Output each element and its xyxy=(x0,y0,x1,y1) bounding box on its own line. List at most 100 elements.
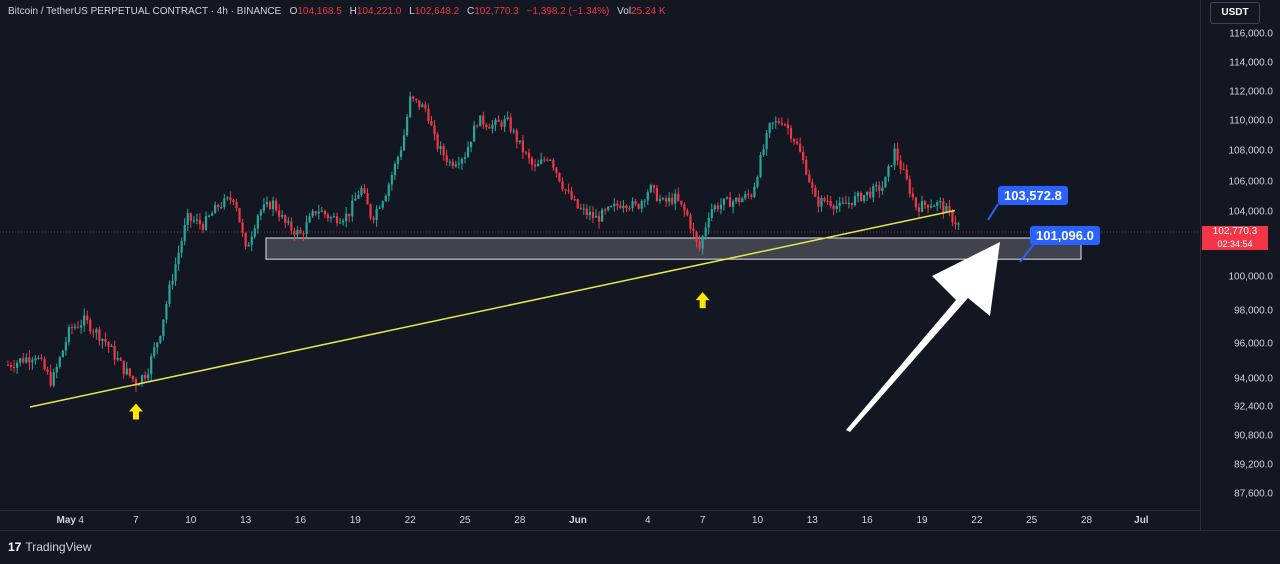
candle-body xyxy=(875,185,878,187)
time-tick-label: 13 xyxy=(240,515,252,526)
symbol-name[interactable]: Bitcoin / TetherUS PERPETUAL CONTRACT · … xyxy=(8,6,282,17)
tradingview-logo[interactable]: 17 TradingView xyxy=(8,540,91,554)
candle-body xyxy=(399,150,403,157)
candle-body xyxy=(287,221,290,223)
candle-body xyxy=(159,336,162,343)
candle-body xyxy=(433,125,436,135)
candle-body xyxy=(299,229,302,234)
candle-body xyxy=(695,231,698,242)
candle-body xyxy=(463,157,467,159)
candle-body xyxy=(771,122,774,124)
candle-body xyxy=(692,228,695,232)
candle-body xyxy=(162,319,165,337)
candlestick-chart[interactable] xyxy=(0,0,1200,530)
candle-body xyxy=(104,338,107,343)
candle-body xyxy=(259,210,262,216)
candle-body xyxy=(869,191,872,198)
candle-body xyxy=(585,208,588,215)
candle-body xyxy=(326,214,329,219)
candle-body xyxy=(247,244,250,247)
candle-body xyxy=(9,365,13,367)
candle-body xyxy=(396,156,400,164)
candle-body xyxy=(674,193,677,204)
currency-selector[interactable]: USDT xyxy=(1210,2,1260,24)
candle-body xyxy=(786,124,790,129)
candle-body xyxy=(460,158,464,164)
candle-body xyxy=(284,215,287,223)
candle-body xyxy=(466,147,470,158)
callout-lower-pointer xyxy=(1019,243,1035,263)
candle-body xyxy=(348,213,351,217)
candle-body xyxy=(390,175,393,185)
candle-body xyxy=(201,224,205,230)
candle-body xyxy=(12,366,16,368)
candle-body xyxy=(799,143,802,152)
candle-body xyxy=(494,119,497,125)
candle-body xyxy=(186,213,189,225)
candle-body xyxy=(43,358,46,370)
candle-body xyxy=(125,368,128,375)
candle-body xyxy=(762,149,765,155)
candle-body xyxy=(728,197,732,207)
candle-body xyxy=(156,342,159,348)
time-tick-label: 19 xyxy=(916,515,928,526)
candle-body xyxy=(808,174,811,183)
time-axis[interactable]: May 4 7 10 13 16 19 22 25 28 Jun 4 7 10 13 16 19 22 25 28 Ju… xyxy=(0,510,1200,531)
candle-body xyxy=(515,130,518,143)
candle-body xyxy=(360,188,363,195)
candle-body xyxy=(643,200,646,202)
candle-body xyxy=(613,203,616,207)
candle-body xyxy=(881,187,884,191)
candle-body xyxy=(558,172,561,182)
candle-body xyxy=(719,204,723,210)
candle-body xyxy=(415,98,418,101)
candle-body xyxy=(293,230,296,235)
candle-body xyxy=(591,212,595,218)
candle-body xyxy=(58,357,61,367)
candle-body xyxy=(759,154,762,177)
candle-body xyxy=(488,127,491,129)
price-tick-label: 98,000.0 xyxy=(1234,305,1273,316)
candle-body xyxy=(902,169,905,171)
candle-body xyxy=(116,358,119,360)
candle-body xyxy=(92,331,95,333)
candle-body xyxy=(765,133,768,150)
candle-body xyxy=(229,197,232,201)
candle-body xyxy=(866,191,869,195)
candle-body xyxy=(689,215,692,229)
candle-body xyxy=(637,204,640,209)
chart-area[interactable] xyxy=(0,0,1200,530)
arrow-up-icon xyxy=(128,403,143,420)
candle-body xyxy=(954,222,957,225)
candle-body xyxy=(588,212,592,215)
candle-body xyxy=(573,199,576,201)
candle-body xyxy=(671,197,674,204)
candle-body xyxy=(86,315,89,321)
time-tick-label: 4 xyxy=(645,515,651,526)
candle-body xyxy=(732,201,735,207)
candle-body xyxy=(67,327,71,343)
candle-body xyxy=(424,104,427,109)
candle-body xyxy=(887,166,890,177)
candle-body xyxy=(332,216,336,218)
candle-body xyxy=(805,160,808,175)
price-tick-label: 114,000.0 xyxy=(1229,57,1273,69)
candle-body xyxy=(445,155,448,163)
candle-body xyxy=(832,205,835,209)
candle-body xyxy=(747,194,750,196)
price-axis[interactable]: 116,000.0 114,000.0 112,000.0 110,000.0 108,… xyxy=(1200,0,1280,530)
candle-body xyxy=(253,228,256,237)
candle-body xyxy=(527,152,531,159)
time-tick-label: 13 xyxy=(806,515,818,526)
candle-body xyxy=(668,197,671,202)
time-tick-label: May xyxy=(56,515,76,526)
candle-body xyxy=(555,167,558,173)
candle-body xyxy=(421,104,424,108)
callout-lower-price[interactable]: 101,096.0 xyxy=(1030,226,1100,245)
callout-upper-price[interactable]: 103,572.8 xyxy=(998,186,1068,205)
time-tick-label: 16 xyxy=(861,515,873,526)
candle-body xyxy=(607,206,610,210)
candle-body xyxy=(741,198,744,203)
candle-body xyxy=(628,207,631,209)
big-white-arrow xyxy=(846,242,1000,432)
